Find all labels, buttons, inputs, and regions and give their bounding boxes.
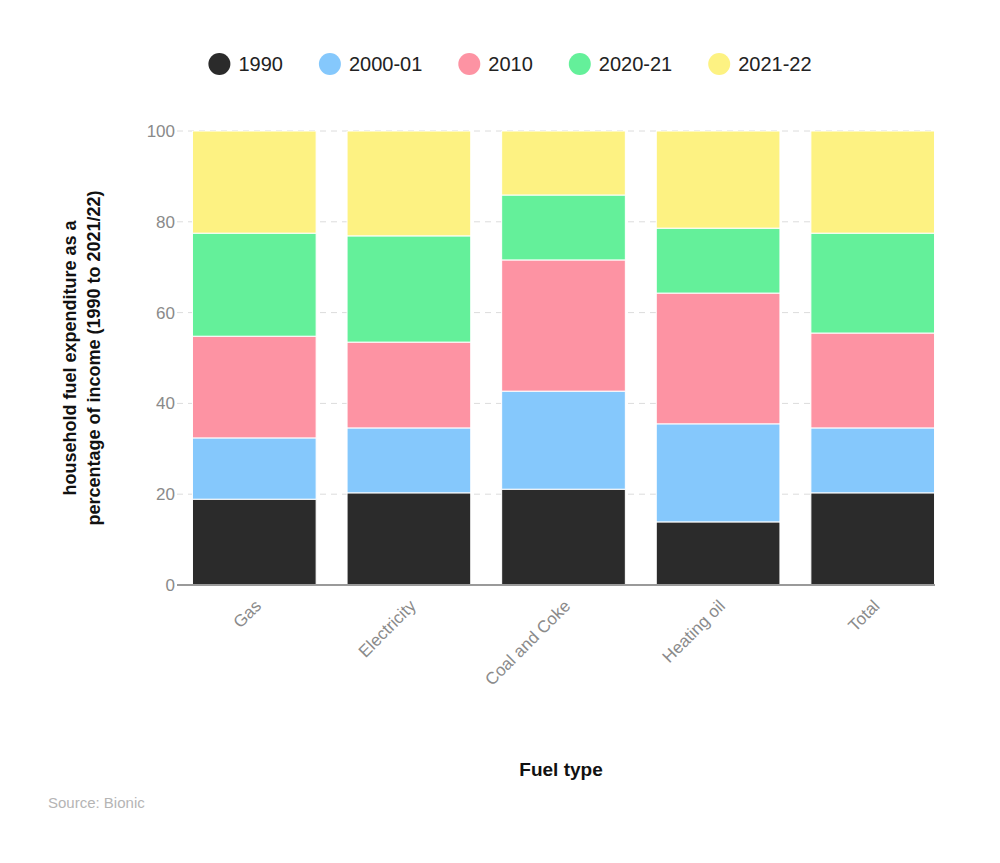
bar-segment — [347, 428, 471, 493]
y-tick-label: 60 — [156, 304, 175, 323]
bar-segment — [656, 131, 780, 228]
bar-segment — [502, 131, 626, 195]
bar-segment — [656, 424, 780, 522]
bar-segment — [192, 336, 316, 438]
bar-segment — [347, 236, 471, 342]
bar-segment — [811, 233, 935, 333]
bar-segment — [656, 293, 780, 424]
bar-segment — [347, 342, 471, 428]
bar-segment — [192, 233, 316, 336]
legend-swatch — [708, 53, 730, 75]
y-axis-line — [177, 131, 178, 585]
y-tick-label: 80 — [156, 213, 175, 232]
bar-segment — [192, 499, 316, 585]
x-tick-label: Total — [845, 596, 884, 635]
x-tick-label: Electricity — [355, 596, 420, 661]
y-tick-label: 40 — [156, 394, 175, 413]
x-tick-label: Heating oil — [659, 596, 729, 666]
bar-segment — [502, 195, 626, 260]
legend-swatch — [208, 53, 230, 75]
x-tick-label: Coal and Coke — [481, 596, 574, 689]
bar-segment — [811, 493, 935, 585]
grid — [177, 131, 935, 585]
x-axis-title: Fuel type — [519, 759, 602, 780]
bar-segment — [347, 131, 471, 236]
x-axis-line — [177, 584, 935, 586]
y-axis-title: household fuel expenditure as apercentag… — [60, 190, 104, 525]
bar-segment — [811, 333, 935, 428]
bar-segment — [192, 438, 316, 499]
bars — [192, 131, 934, 585]
legend-label: 2021-22 — [738, 53, 811, 75]
legend-swatch — [458, 53, 480, 75]
legend-label: 2010 — [488, 53, 533, 75]
bar-segment — [502, 260, 626, 391]
legend-label: 2000-01 — [349, 53, 422, 75]
y-tick-label: 20 — [156, 485, 175, 504]
bar-segment — [192, 131, 316, 233]
legend-label: 2020-21 — [599, 53, 672, 75]
bar-segment — [811, 131, 935, 233]
y-tick-label: 100 — [147, 122, 175, 141]
y-tick-label: 0 — [166, 576, 175, 595]
grid-line — [177, 585, 935, 586]
bar-segment — [347, 493, 471, 585]
bar-segment — [502, 489, 626, 585]
legend-swatch — [569, 53, 591, 75]
chart-root: 0 20 40 60 80 100 Gas Electricity Coal and Coke H… — [0, 0, 1000, 863]
source: Source: Bionic — [48, 794, 145, 811]
legend-label: 1990 — [238, 53, 283, 75]
bar-segment — [502, 391, 626, 489]
chart: 0 20 40 60 80 100 Gas Electricity Coal and Coke H… — [0, 0, 1000, 863]
legend-swatch — [319, 53, 341, 75]
bar-segment — [656, 228, 780, 293]
x-tick-label: Gas — [230, 596, 265, 631]
bar-segment — [656, 522, 780, 585]
bar-segment — [811, 428, 935, 493]
legend: 1990 2000-01 2010 2020-21 2021-22 — [208, 53, 811, 75]
